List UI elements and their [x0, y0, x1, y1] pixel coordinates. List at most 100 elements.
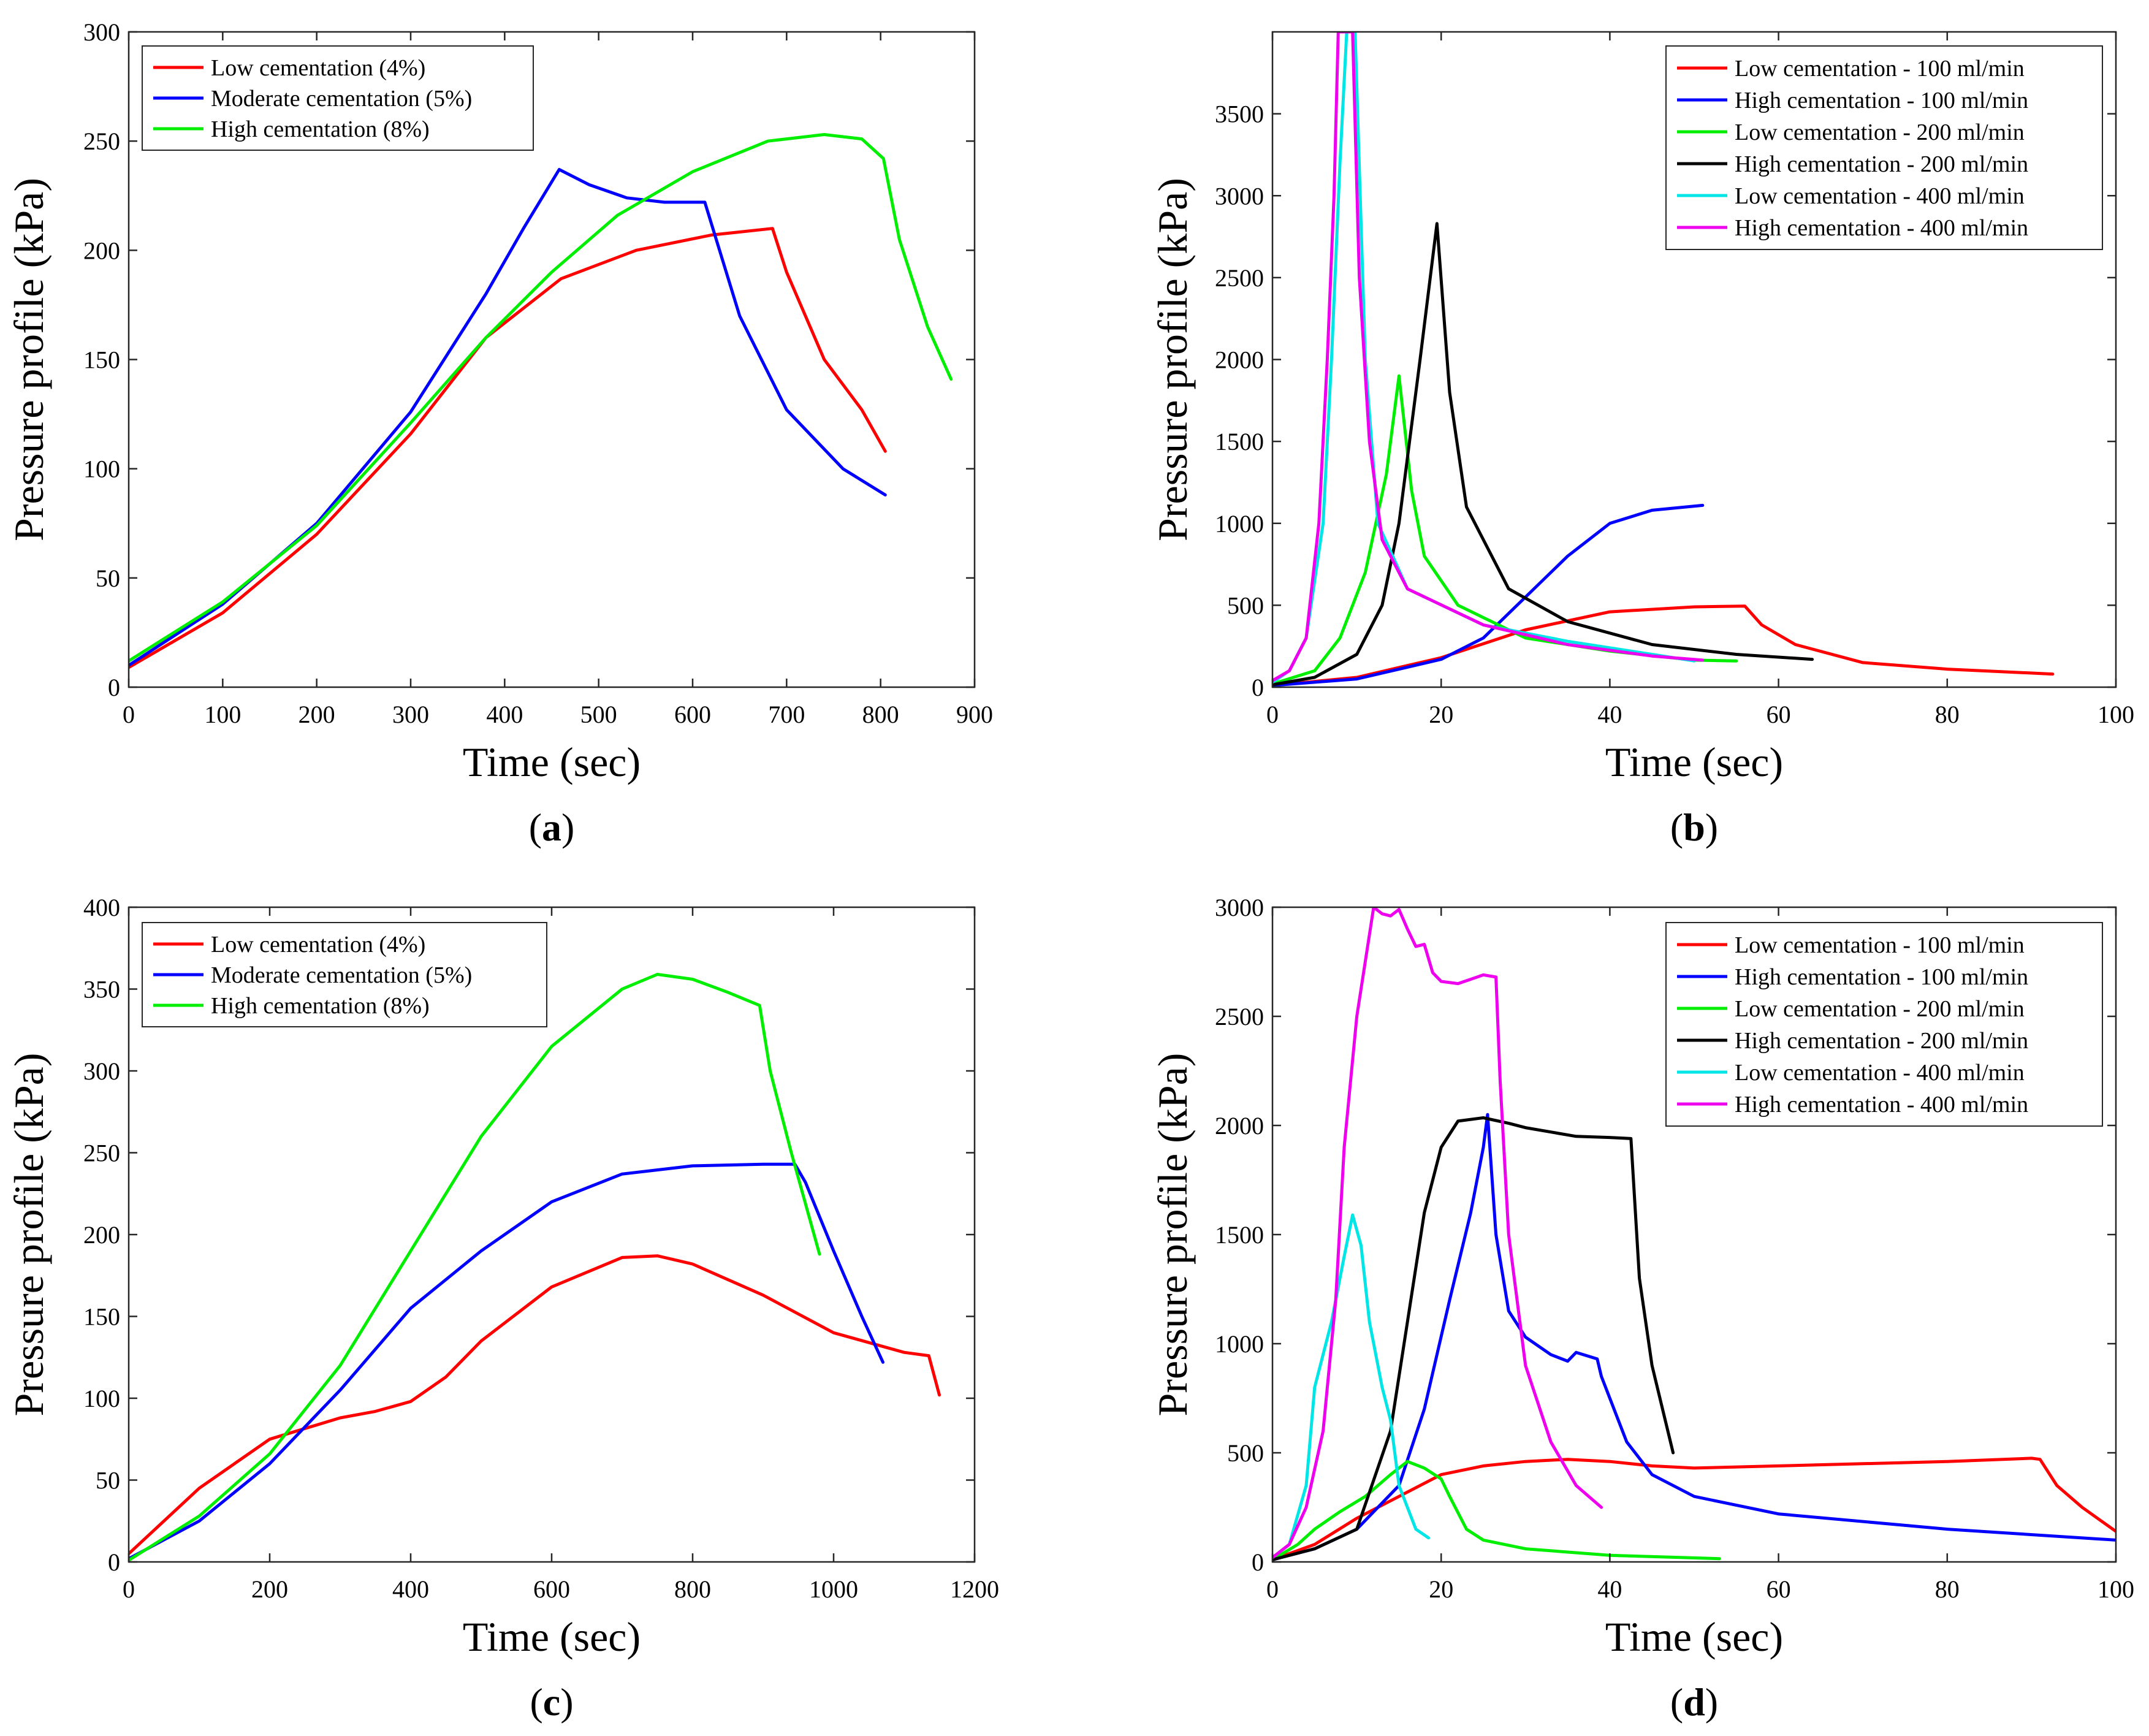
x-tick-label: 80	[1935, 1575, 1960, 1603]
x-tick-label: 0	[123, 701, 135, 728]
series-line-3	[1272, 1460, 1721, 1561]
series-line-4	[1272, 1116, 1675, 1561]
panel-label: (a)	[529, 805, 575, 849]
y-tick-label: 100	[83, 1385, 120, 1412]
legend-label-4: High cementation - 200 ml/min	[1735, 1028, 2028, 1054]
legend-label-1: Low cementation - 100 ml/min	[1735, 932, 2025, 958]
legend-label-2: Moderate cementation (5%)	[211, 962, 472, 988]
panel-a-chart: 0 100 200 300 400 500 600 700 800 900 0 50 100 150 200…	[6, 18, 993, 849]
x-tick-label: 100	[204, 701, 241, 728]
y-tick-label: 350	[83, 976, 120, 1003]
panel-label-part: )	[1705, 1680, 1718, 1724]
x-tick-label: 1000	[809, 1575, 858, 1603]
legend: Low cementation - 100 ml/min High cementa…	[1665, 45, 2103, 250]
series-line-2	[1272, 503, 1705, 687]
y-tick-label: 3000	[1215, 182, 1264, 210]
series-lines	[129, 133, 953, 669]
x-tick-label: 900	[956, 701, 993, 728]
legend-label-3: Low cementation - 200 ml/min	[1735, 996, 2025, 1022]
y-tick-label: 1000	[1215, 1330, 1264, 1358]
x-tick-label: 200	[251, 1575, 288, 1603]
y-tick-label: 2000	[1215, 1112, 1264, 1140]
series-line-2	[1272, 1113, 2116, 1561]
y-tick-label: 200	[83, 1221, 120, 1249]
series-line-2	[129, 1162, 884, 1561]
x-tick-label: 500	[580, 701, 617, 728]
panel-d-chart: 0 20 40 60 80 100050010001500200025003000Time…	[1149, 894, 2134, 1724]
series-line-1	[1272, 1456, 2116, 1561]
legend-label-1: Low cementation - 100 ml/min	[1735, 56, 2025, 82]
panel-label-part: (	[530, 1680, 542, 1724]
x-tick-label: 800	[862, 701, 899, 728]
x-axis-label: Time (sec)	[463, 739, 641, 785]
y-tick-label: 300	[83, 1057, 120, 1085]
x-tick-label: 700	[768, 701, 805, 728]
y-tick-label: 150	[83, 346, 120, 374]
panel-label-part: )	[1705, 805, 1718, 849]
y-tick-label: 150	[83, 1303, 120, 1331]
series-line-3	[129, 133, 953, 663]
y-tick-label: 500	[1227, 1439, 1264, 1467]
x-tick-label: 20	[1429, 1575, 1453, 1603]
legend-label-3: High cementation (8%)	[211, 993, 430, 1019]
y-tick-label: 100	[83, 455, 120, 483]
panel-b-chart: 0 20 40 60 80 1000500100015002000250030003500…	[1149, 31, 2134, 849]
x-tick-label: 0	[123, 1575, 135, 1603]
legend-label-5: Low cementation - 400 ml/min	[1735, 1060, 2025, 1086]
legend: Low cementation (4%) Moderate cementation…	[142, 45, 534, 151]
panel-label-part: (	[529, 805, 542, 849]
x-tick-label: 300	[392, 701, 429, 728]
series-line-2	[129, 168, 887, 667]
panel-c-chart: 0 200 400 600 800 1000 1200 0 50 100 150 200 250 300 3…	[6, 894, 999, 1724]
y-axis-label: Pressure profile (kPa)	[1149, 178, 1196, 541]
panel-label: (d)	[1670, 1680, 1718, 1724]
y-axis-label: Pressure profile (kPa)	[1149, 1053, 1196, 1417]
series-lines	[1272, 32, 2055, 687]
series-lines	[129, 973, 941, 1562]
legend-label-6: High cementation - 400 ml/min	[1735, 1092, 2028, 1117]
series-line-3	[129, 973, 821, 1562]
legend-label-2: High cementation - 100 ml/min	[1735, 88, 2028, 113]
y-tick-label: 50	[96, 565, 120, 592]
legend: Low cementation (4%) Moderate cementation…	[142, 922, 547, 1027]
x-tick-label: 60	[1767, 701, 1791, 728]
legend-label-4: High cementation - 200 ml/min	[1735, 151, 2028, 177]
series-lines	[1272, 907, 2116, 1561]
y-tick-label: 2500	[1215, 264, 1264, 292]
x-tick-label: 100	[2098, 1575, 2134, 1603]
panel-label: (b)	[1670, 805, 1718, 849]
y-tick-label: 200	[83, 237, 120, 264]
y-tick-label: 2000	[1215, 346, 1264, 374]
panel-label-part: c	[543, 1680, 560, 1724]
x-tick-label: 40	[1597, 701, 1622, 728]
panel-label-part: a	[542, 805, 561, 849]
x-tick-label: 400	[486, 701, 523, 728]
y-tick-label: 250	[83, 128, 120, 155]
y-tick-label: 1000	[1215, 510, 1264, 538]
y-axis-label: Pressure profile (kPa)	[6, 178, 52, 541]
y-tick-label: 0	[108, 1548, 120, 1576]
legend-box	[1665, 922, 2103, 1127]
x-tick-label: 600	[533, 1575, 570, 1603]
x-tick-label: 400	[392, 1575, 429, 1603]
series-line-5	[1272, 1213, 1431, 1559]
y-tick-label: 0	[108, 674, 120, 701]
y-tick-label: 3000	[1215, 894, 1264, 921]
x-tick-label: 40	[1597, 1575, 1622, 1603]
panel-label-part: )	[561, 805, 574, 849]
x-axis-label: Time (sec)	[1605, 1613, 1783, 1660]
legend-box	[142, 922, 547, 1027]
x-tick-label: 200	[299, 701, 335, 728]
panel-label-part: d	[1683, 1680, 1705, 1724]
y-tick-label: 400	[83, 894, 120, 921]
x-axis-label: Time (sec)	[463, 1613, 641, 1660]
x-tick-label: 100	[2098, 701, 2134, 728]
legend-box	[142, 45, 534, 151]
series-line-6	[1272, 907, 1603, 1559]
y-tick-label: 1500	[1215, 1221, 1264, 1249]
x-tick-label: 80	[1935, 701, 1960, 728]
series-line-1	[129, 1254, 941, 1556]
y-tick-label: 0	[1252, 1548, 1264, 1576]
y-tick-label: 250	[83, 1140, 120, 1167]
x-tick-label: 600	[674, 701, 711, 728]
